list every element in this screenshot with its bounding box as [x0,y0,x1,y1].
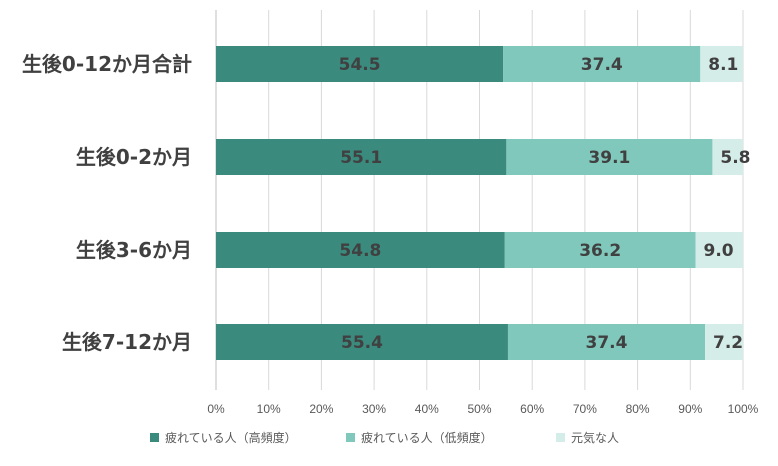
bar-segment [504,232,696,268]
bar-segment [216,139,507,175]
legend-label: 元気な人 [571,430,619,445]
category-label: 生後3-6か月 [76,238,192,262]
data-label: 37.4 [581,55,623,75]
data-label: 54.5 [339,55,381,75]
x-tick-label: 20% [309,402,333,416]
bar-segment [507,324,706,360]
data-label: 8.1 [708,55,738,75]
legend-label: 疲れている人（高頻度） [165,430,297,445]
x-tick-label: 80% [626,402,650,416]
data-label: 9.0 [704,241,734,261]
bar-segment [216,324,508,360]
category-label: 生後7-12か月 [62,330,192,354]
bar-segment [712,139,743,175]
x-tick-label: 60% [520,402,544,416]
legend-swatch [150,433,159,442]
x-tick-label: 100% [728,402,759,416]
legend-swatch [346,433,355,442]
x-tick-label: 50% [467,402,491,416]
x-tick-label: 40% [415,402,439,416]
data-label: 55.1 [340,148,382,168]
category-label: 生後0-2か月 [76,145,192,169]
x-tick-label: 30% [362,402,386,416]
bar-segment [506,139,713,175]
bar-segment [695,232,743,268]
bar-segment [216,46,504,82]
bar-segment [700,46,743,82]
bar-segment [705,324,743,360]
x-tick-label: 0% [207,402,225,416]
category-label: 生後0-12か月合計 [22,52,192,76]
data-label: 7.2 [713,333,743,353]
bars: 54.5 37.4 8.1 55.1 39.1 5.8 54.8 36.2 9.0 55.4 37.… [216,46,750,360]
legend: 疲れている人（高頻度） 疲れている人（低頻度） 元気な人 [150,430,619,445]
x-tick-label: 10% [257,402,281,416]
data-label: 36.2 [579,241,621,261]
data-label: 37.4 [586,333,628,353]
bar-segment [503,46,701,82]
data-label: 55.4 [341,333,383,353]
x-axis-tick-labels: 0% 10% 20% 30% 40% 50% 60% 70% 80% 90% 100% [207,402,758,416]
x-tick-label: 70% [573,402,597,416]
data-label: 54.8 [339,241,381,261]
bar-segment [216,232,505,268]
data-label: 39.1 [588,148,630,168]
data-label: 5.8 [720,148,750,168]
legend-label: 疲れている人（低頻度） [361,430,493,445]
x-tick-label: 90% [678,402,702,416]
legend-swatch [556,433,565,442]
